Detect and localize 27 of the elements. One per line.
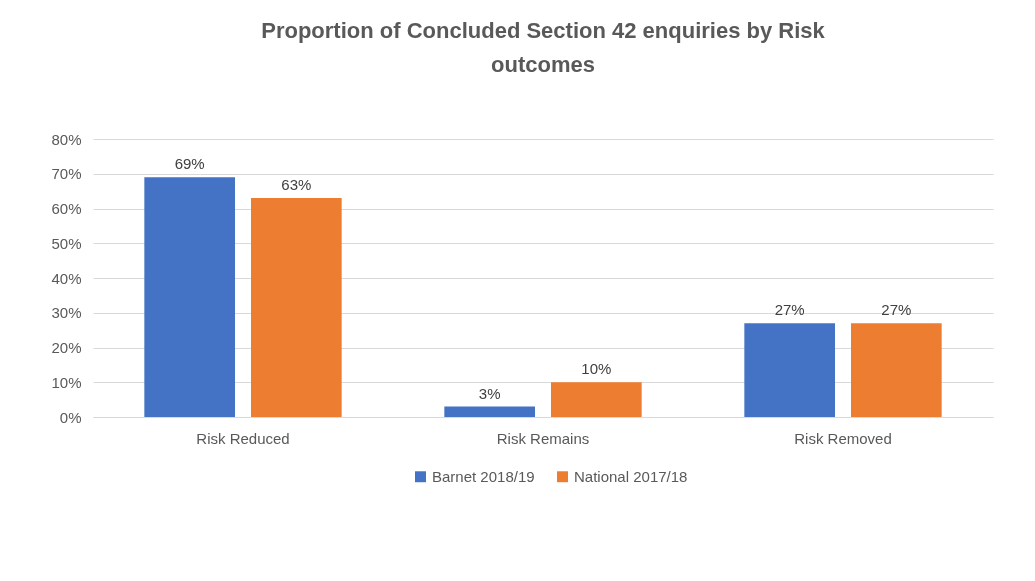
data-label: 27%: [881, 301, 912, 319]
y-tick-label: 10%: [51, 373, 82, 391]
bar: [551, 382, 642, 417]
bar: [144, 177, 235, 417]
bar: [851, 323, 942, 417]
y-tick-label: 0%: [59, 408, 82, 426]
x-tick-label: Risk Removed: [794, 429, 892, 447]
y-tick-label: 30%: [51, 304, 82, 322]
chart-title: Proportion of Concluded Section 42 enquiries by Risk outcomes: [261, 18, 826, 77]
legend-label: Barnet 2018/19: [432, 467, 535, 485]
y-tick-label: 70%: [51, 165, 82, 183]
bar: [251, 198, 342, 417]
bar: [744, 323, 835, 417]
data-label: 10%: [581, 360, 612, 378]
y-tick-label: 60%: [51, 200, 82, 217]
data-label: 63%: [281, 176, 312, 194]
x-tick-label: Risk Remains: [496, 429, 590, 447]
y-tick-label: 80%: [51, 130, 82, 148]
x-tick-label: Risk Reduced: [196, 429, 290, 447]
data-label: 27%: [774, 301, 805, 319]
bar: [444, 406, 535, 417]
legend-label: National 2017/18: [574, 467, 688, 485]
data-label: 69%: [174, 155, 205, 173]
y-tick-label: 50%: [51, 234, 82, 252]
y-tick-label: 20%: [51, 339, 82, 356]
y-tick-label: 40%: [51, 269, 82, 287]
data-label: 3%: [478, 384, 501, 402]
